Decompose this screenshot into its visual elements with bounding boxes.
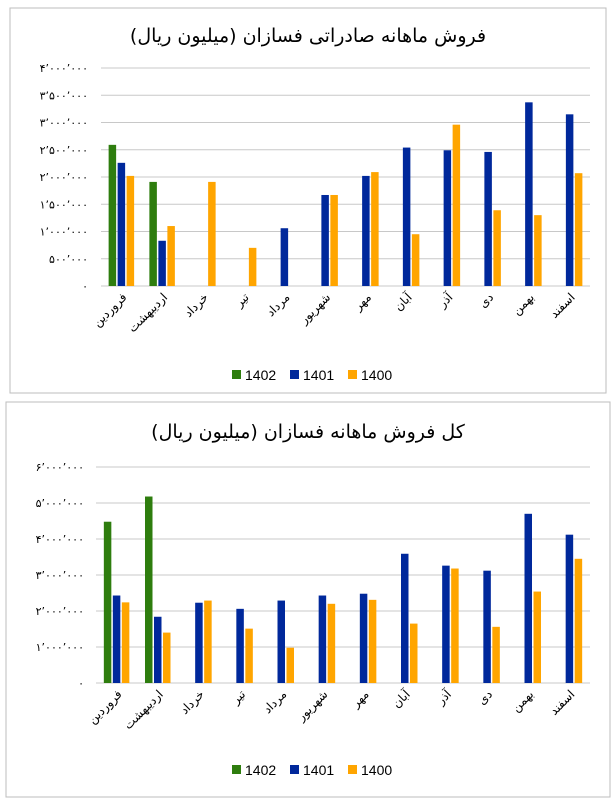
bar-1401-6 <box>318 595 327 683</box>
bar-1401-2 <box>154 616 162 683</box>
bar-1400-12 <box>574 173 583 286</box>
y-tick-label: ۰ <box>82 280 88 293</box>
y-tick-label: ۲٬۵۰۰٬۰۰۰ <box>40 144 88 157</box>
chart-title: کل فروش ماهانه فسازان (میلیون ریال) <box>151 421 466 443</box>
bar-1401-5 <box>277 600 285 683</box>
legend-label: 1401 <box>303 762 334 778</box>
bar-1401-11 <box>525 102 533 287</box>
legend-label: 1402 <box>245 762 276 778</box>
bar-1400-11 <box>534 215 542 286</box>
legend-swatch-1401 <box>290 370 299 379</box>
bar-1401-1 <box>117 162 126 286</box>
bar-1400-2 <box>167 226 175 286</box>
legend-swatch-1402 <box>232 765 241 774</box>
bar-1400-6 <box>330 194 338 286</box>
y-tick-label: ۱٬۰۰۰٬۰۰۰ <box>36 641 84 654</box>
bar-1400-10 <box>493 210 501 286</box>
bar-1400-8 <box>411 234 420 286</box>
y-tick-label: ۰ <box>78 677 84 690</box>
bar-1400-5 <box>286 647 294 683</box>
y-tick-label: ۲٬۰۰۰٬۰۰۰ <box>40 171 88 184</box>
legend-label: 1400 <box>361 367 392 383</box>
y-tick-label: ۴٬۰۰۰٬۰۰۰ <box>36 533 84 546</box>
y-tick-label: ۳٬۵۰۰٬۰۰۰ <box>40 89 88 102</box>
bar-1400-7 <box>368 599 377 683</box>
bar-1401-11 <box>524 513 532 683</box>
bar-1401-7 <box>359 593 368 683</box>
bar-1400-6 <box>327 603 336 683</box>
bar-1401-1 <box>112 595 121 683</box>
bar-1401-2 <box>158 240 166 286</box>
legend-swatch-1400 <box>348 765 357 774</box>
bar-1402-1 <box>103 521 112 683</box>
bar-1400-4 <box>248 247 257 286</box>
y-tick-label: ۵۰۰٬۰۰۰ <box>49 253 88 266</box>
bar-1400-4 <box>245 628 253 683</box>
bar-1401-5 <box>280 228 289 286</box>
bar-1401-8 <box>402 147 411 286</box>
chart-title: فروش ماهانه صادراتی فسازان (میلیون ریال) <box>130 25 486 47</box>
bar-1400-9 <box>451 568 459 683</box>
bar-1400-7 <box>371 172 379 286</box>
bar-1401-8 <box>401 553 409 683</box>
chart-2: کل فروش ماهانه فسازان (میلیون ریال) ۰ ۱٬۰۰… <box>5 401 611 798</box>
bar-1401-12 <box>565 534 574 683</box>
bar-1402-1 <box>108 144 117 286</box>
bar-1402-2 <box>149 181 157 286</box>
bar-1400-1 <box>126 175 135 286</box>
bar-1401-10 <box>484 151 492 286</box>
bar-1400-8 <box>410 623 418 683</box>
chart-1: فروش ماهانه صادراتی فسازان (میلیون ریال)… <box>9 7 607 394</box>
y-tick-label: ۵٬۰۰۰٬۰۰۰ <box>36 497 84 510</box>
bar-1400-12 <box>574 558 583 683</box>
legend-label: 1401 <box>303 367 334 383</box>
bar-1401-10 <box>483 570 491 683</box>
bar-1400-10 <box>492 626 500 683</box>
bar-1401-4 <box>236 608 244 683</box>
y-tick-label: ۱٬۵۰۰٬۰۰۰ <box>40 198 88 211</box>
chart-frame <box>5 401 611 798</box>
y-tick-label: ۴٬۰۰۰٬۰۰۰ <box>40 62 88 75</box>
legend-swatch-1402 <box>232 370 241 379</box>
bar-1401-3 <box>195 602 203 683</box>
legend-label: 1400 <box>361 762 392 778</box>
bar-1400-3 <box>204 600 212 683</box>
legend-label: 1402 <box>245 367 276 383</box>
bar-1401-7 <box>362 175 370 286</box>
bar-1400-2 <box>163 632 171 683</box>
bar-1401-6 <box>321 194 329 286</box>
bar-1402-2 <box>145 496 153 683</box>
legend-swatch-1401 <box>290 765 299 774</box>
legend-swatch-1400 <box>348 370 357 379</box>
bar-1400-1 <box>121 602 130 683</box>
y-tick-label: ۶٬۰۰۰٬۰۰۰ <box>36 461 84 474</box>
y-tick-label: ۳٬۰۰۰٬۰۰۰ <box>40 117 88 130</box>
y-tick-label: ۳٬۰۰۰٬۰۰۰ <box>36 569 84 582</box>
y-tick-label: ۱٬۰۰۰٬۰۰۰ <box>40 226 88 239</box>
bar-1401-12 <box>565 114 574 286</box>
y-tick-label: ۲٬۰۰۰٬۰۰۰ <box>36 605 84 618</box>
chart-frame <box>9 7 607 394</box>
bar-1401-9 <box>443 150 452 286</box>
bar-1400-9 <box>452 124 461 287</box>
bar-1400-3 <box>208 181 216 286</box>
bar-1401-9 <box>442 565 450 683</box>
bar-1400-11 <box>533 591 541 683</box>
